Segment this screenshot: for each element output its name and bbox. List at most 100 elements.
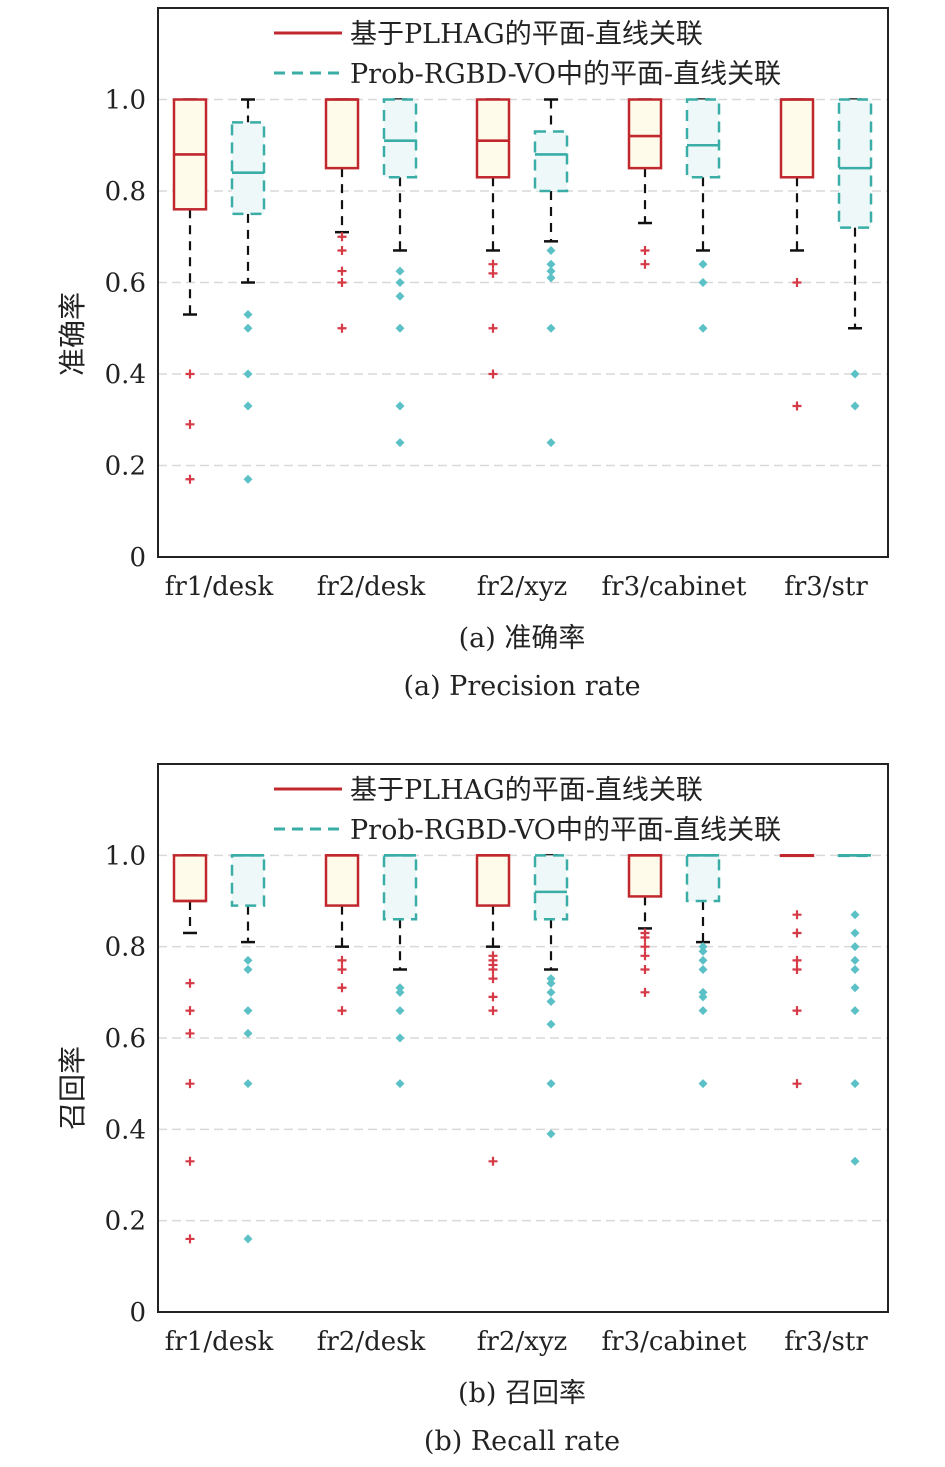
outlier-diamond	[850, 942, 860, 952]
outlier-diamond	[698, 259, 708, 269]
outlier-diamond	[243, 1079, 253, 1089]
outlier-diamond	[546, 1079, 556, 1089]
outlier-diamond	[546, 974, 556, 984]
outlier-plus	[488, 992, 498, 1002]
y-axis-label: 召回率	[56, 1046, 89, 1130]
outlier-diamond	[243, 369, 253, 379]
outlier-plus	[185, 369, 195, 379]
box-body	[475, 98, 511, 179]
outlier-diamond	[698, 1079, 708, 1089]
outlier-plus	[185, 1234, 195, 1244]
outlier-diamond	[546, 987, 556, 997]
outlier-plus	[792, 965, 802, 974]
outlier-diamond	[850, 910, 860, 920]
outlier-diamond	[243, 474, 253, 484]
outlier-diamond	[395, 266, 405, 276]
legend-label-plhag: 基于PLHAG的平面-直线关联	[350, 775, 703, 806]
x-tick-label: fr3/str	[784, 572, 868, 602]
outlier-diamond	[243, 965, 253, 974]
outlier-plus	[792, 1079, 802, 1089]
outlier-plus	[640, 987, 650, 997]
outlier-plus	[488, 259, 498, 269]
box-plots	[172, 98, 873, 484]
outlier-diamond	[698, 1006, 708, 1016]
y-tick-label: 0.8	[105, 933, 146, 963]
legend-label-prob: Prob-RGBD-VO中的平面-直线关联	[350, 815, 781, 846]
gridlines	[158, 98, 888, 467]
outlier-diamond	[546, 978, 556, 988]
box-body	[533, 854, 569, 921]
outlier-plus	[337, 1006, 347, 1016]
outlier-diamond	[395, 983, 405, 993]
outlier-diamond	[546, 996, 556, 1006]
outlier-diamond	[698, 323, 708, 333]
box-body	[382, 98, 418, 179]
box-prob-fr1-desk	[230, 98, 266, 484]
caption-en: (b) Recall rate	[424, 1426, 620, 1457]
x-tick-label: fr1/desk	[165, 572, 274, 602]
outlier-diamond	[546, 1129, 556, 1139]
panel-recall: 0 0.2 0.4 0.6 0.8 1.0 fr1/desk fr2/desk fr2/xyz…	[56, 763, 889, 1457]
x-tick-label: fr3/cabinet	[602, 1327, 748, 1357]
x-tick-label: fr3/cabinet	[602, 572, 748, 602]
box-plhag-fr2-desk	[324, 98, 360, 333]
box-body	[324, 854, 360, 907]
outlier-diamond	[395, 323, 405, 333]
outlier-diamond	[850, 983, 860, 993]
outlier-diamond	[243, 310, 253, 320]
y-axis-ticks: 0 0.2 0.4 0.6 0.8 1.0	[105, 86, 146, 574]
outlier-plus	[792, 955, 802, 965]
outlier-diamond	[850, 369, 860, 379]
box-plhag-fr1-desk	[172, 98, 208, 484]
outlier-diamond	[546, 438, 556, 448]
outlier-diamond	[698, 942, 708, 952]
outlier-plus	[337, 323, 347, 333]
outlier-plus	[640, 942, 650, 952]
box-prob-fr3-cabinet	[685, 854, 721, 1089]
outlier-plus	[185, 1006, 195, 1016]
y-tick-label: 0.8	[105, 177, 146, 207]
outlier-plus	[337, 278, 347, 287]
y-tick-label: 1.0	[105, 86, 146, 116]
box-body	[324, 98, 360, 170]
y-tick-label: 0.6	[105, 269, 146, 299]
outlier-plus	[640, 245, 650, 255]
box-plhag-fr2-xyz	[475, 98, 511, 379]
outlier-plus	[185, 1079, 195, 1089]
outlier-plus	[640, 965, 650, 974]
outlier-diamond	[546, 323, 556, 333]
box-body	[627, 98, 663, 170]
panel-precision: 0 0.2 0.4 0.6 0.8 1.0 fr1/desk fr2/desk fr2/xyz…	[56, 7, 889, 702]
box-plhag-fr1-desk	[172, 854, 208, 1244]
outlier-plus	[488, 268, 498, 278]
box-body	[685, 98, 721, 179]
outlier-plus	[488, 323, 498, 333]
outlier-diamond	[395, 291, 405, 301]
outlier-diamond	[698, 955, 708, 965]
gridlines	[158, 854, 888, 1222]
outlier-diamond	[243, 401, 253, 411]
box-prob-fr3-str	[837, 854, 873, 1166]
outlier-diamond	[395, 1079, 405, 1089]
box-prob-fr1-desk	[230, 854, 266, 1244]
y-tick-label: 1.0	[105, 841, 146, 871]
x-tick-label: fr2/desk	[317, 1327, 426, 1357]
y-tick-label: 0.4	[105, 1115, 146, 1145]
outlier-diamond	[850, 928, 860, 938]
outlier-diamond	[850, 401, 860, 411]
box-prob-fr2-desk	[382, 98, 418, 448]
outlier-diamond	[850, 1006, 860, 1016]
box-body	[533, 130, 569, 193]
outlier-diamond	[850, 1156, 860, 1166]
box-plhag-fr2-desk	[324, 854, 360, 1016]
y-axis-ticks: 0 0.2 0.4 0.6 0.8 1.0	[105, 841, 146, 1328]
box-plhag-fr3-str	[779, 854, 815, 1089]
x-tick-label: fr2/desk	[317, 572, 426, 602]
box-body	[627, 854, 663, 898]
outlier-diamond	[546, 1019, 556, 1029]
box-body	[837, 98, 873, 229]
outlier-plus	[488, 965, 498, 974]
box-body	[475, 854, 511, 907]
outlier-diamond	[546, 259, 556, 269]
